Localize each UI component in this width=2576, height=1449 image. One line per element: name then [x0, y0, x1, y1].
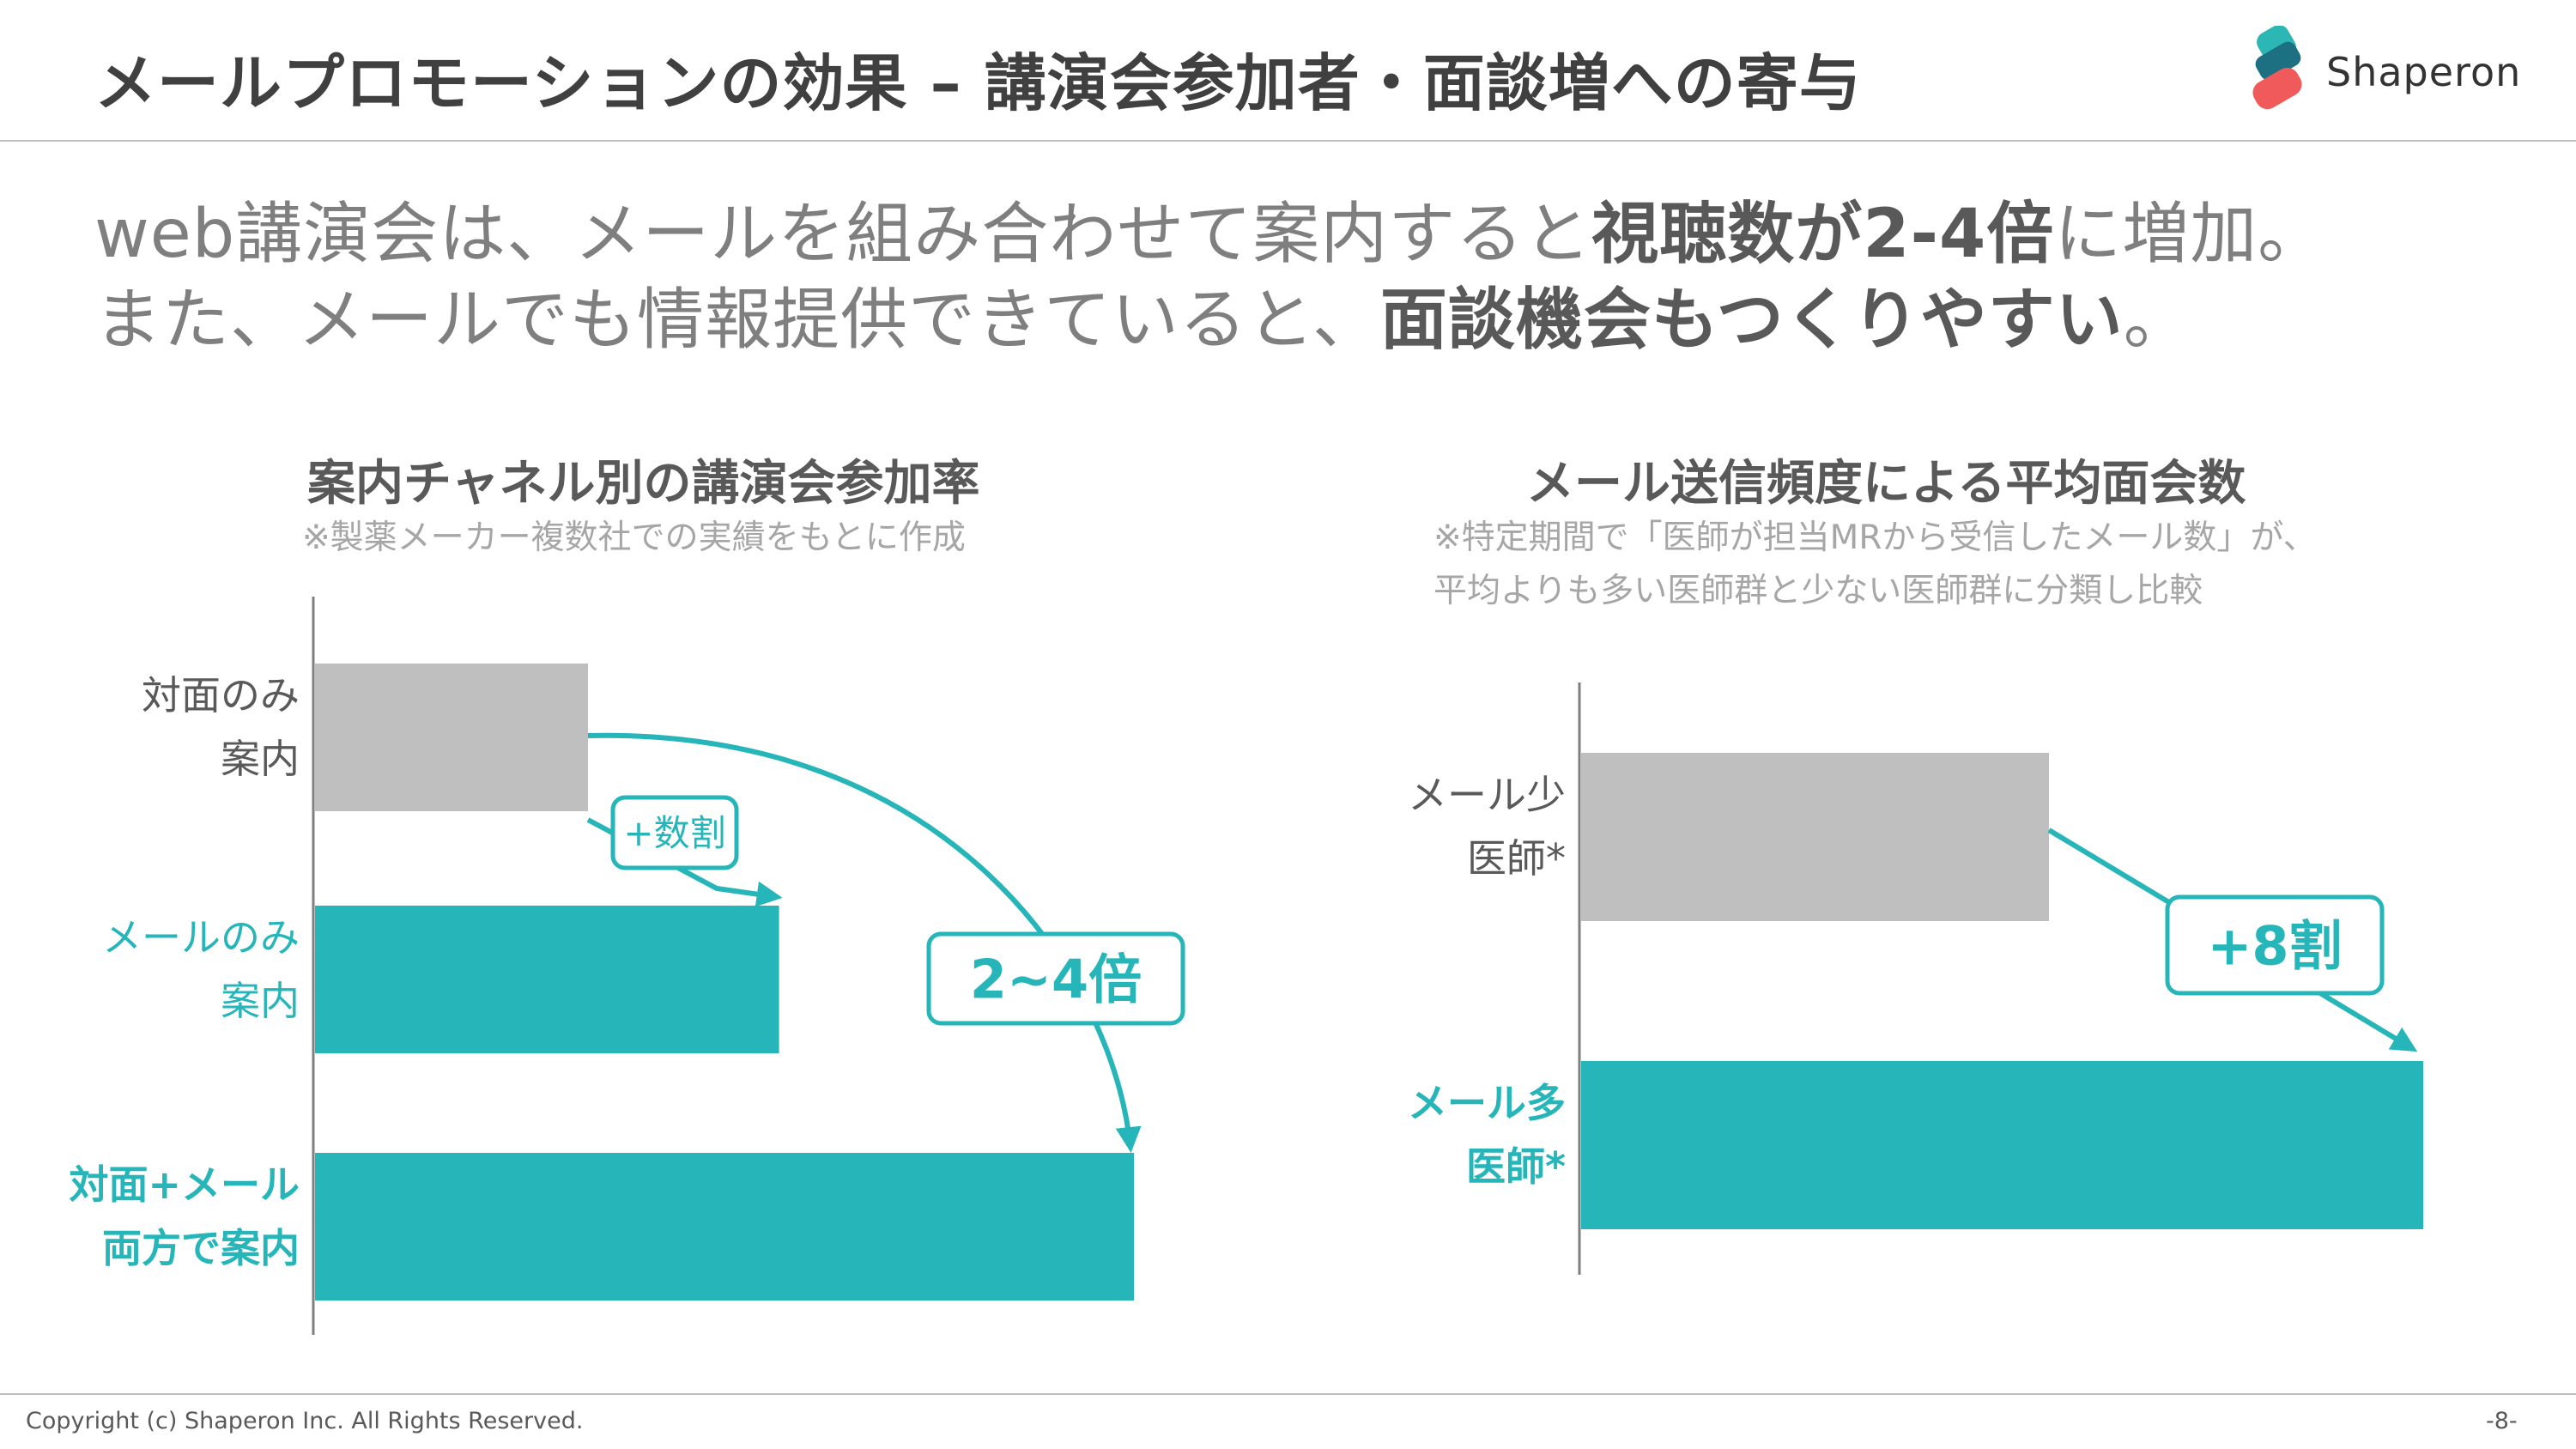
logo-text: Shaperon: [2326, 49, 2522, 95]
chart1-annotation-label-2: 2~4倍: [970, 948, 1142, 1010]
slide-title: メールプロモーションの効果 – 講演会参加者・面談増への寄与: [94, 47, 1862, 119]
chart1-annotation-label-1: +数割: [623, 812, 725, 854]
chart2-category-label-1-line-1: メール少: [1408, 772, 1566, 818]
page-number: -8-: [2486, 1408, 2518, 1434]
chart1-category-label-2-line-1: メールのみ: [102, 914, 300, 961]
lead-line-2-pre: また、メールでも情報提供できていると、: [94, 282, 1380, 359]
chart2-plot: メール少医師*メール多医師*+8割: [1408, 682, 2423, 1275]
chart1-note: ※製薬メーカー複数社での実績をもとに作成: [302, 518, 966, 557]
chart1-category-label-3-line-1: 対面+メール: [69, 1161, 300, 1208]
copyright-text: Copyright (c) Shaperon Inc. All Rights R…: [26, 1408, 584, 1434]
chart2-bar-2: [1581, 1061, 2423, 1229]
chart1-title: 案内チャネル別の講演会参加率: [307, 456, 980, 512]
chart1-category-label-1: 対面のみ案内: [142, 672, 300, 782]
chart1-category-label-1-line-2: 案内: [221, 736, 300, 782]
header-divider: [0, 140, 2576, 142]
chart2-category-label-2-line-1: メール多: [1408, 1080, 1566, 1126]
chart2-category-label-1-line-2: 医師*: [1467, 835, 1566, 882]
lead-line-2: また、メールでも情報提供できていると、面談機会もつくりやすい。: [94, 266, 2191, 362]
chart1-bar-2: [315, 906, 779, 1053]
chart2-title: メール送信頻度による平均面会数: [1526, 456, 2246, 512]
chart1-annotation-box-1: [610, 795, 739, 870]
chart1-category-label-3-line-2: 両方で案内: [102, 1225, 300, 1271]
chart2-note-line-2: 平均よりも多い医師群と少ない医師群に分類し比較: [1433, 572, 2203, 610]
chart2-category-label-2: メール多医師*: [1408, 1080, 1566, 1190]
lead-line-2-post: 。: [2123, 282, 2191, 359]
chart1-category-label-3: 対面+メール両方で案内: [69, 1161, 300, 1271]
lead-line-1-post: に増加。: [2054, 196, 2326, 273]
shaperon-logo-icon: [2252, 26, 2302, 110]
chart2-annotation-label-1: +8割: [2207, 914, 2342, 977]
lead-line-1-bold: 視聴数が2-4倍: [1591, 196, 2055, 273]
chart1-category-label-2: メールのみ案内: [102, 914, 300, 1024]
chart2-note-line-1: ※特定期間で「医師が担当MRから受信したメール数」が、: [1433, 518, 2317, 557]
chart2-note: ※特定期間で「医師が担当MRから受信したメール数」が、 平均よりも多い医師群と少…: [1433, 512, 2317, 618]
chart1-category-label-2-line-2: 案内: [221, 978, 300, 1024]
chart2-category-label-1: メール少医師*: [1408, 772, 1566, 882]
chart1-category-label-1-line-1: 対面のみ: [142, 672, 300, 718]
chart1-annotation-arrow-2: [587, 732, 1142, 1153]
chart2-bar-1: [1581, 753, 2049, 921]
lead-line-1: web講演会は、メールを組み合わせて案内すると視聴数が2-4倍に増加。: [94, 180, 2325, 276]
lead-line-1-pre: web講演会は、メールを組み合わせて案内すると: [94, 196, 1592, 273]
chart2-category-label-2-line-2: 医師*: [1466, 1143, 1566, 1190]
chart1-bar-3: [315, 1153, 1134, 1300]
company-logo: Shaperon: [2240, 26, 2520, 120]
chart2-annotation-box-1: [2165, 894, 2385, 996]
lead-line-2-bold: 面談機会もつくりやすい: [1379, 282, 2124, 359]
footer-divider: [0, 1393, 2576, 1395]
chart1-annotation-box-2: [926, 931, 1185, 1026]
chart1-bar-1: [315, 664, 588, 811]
